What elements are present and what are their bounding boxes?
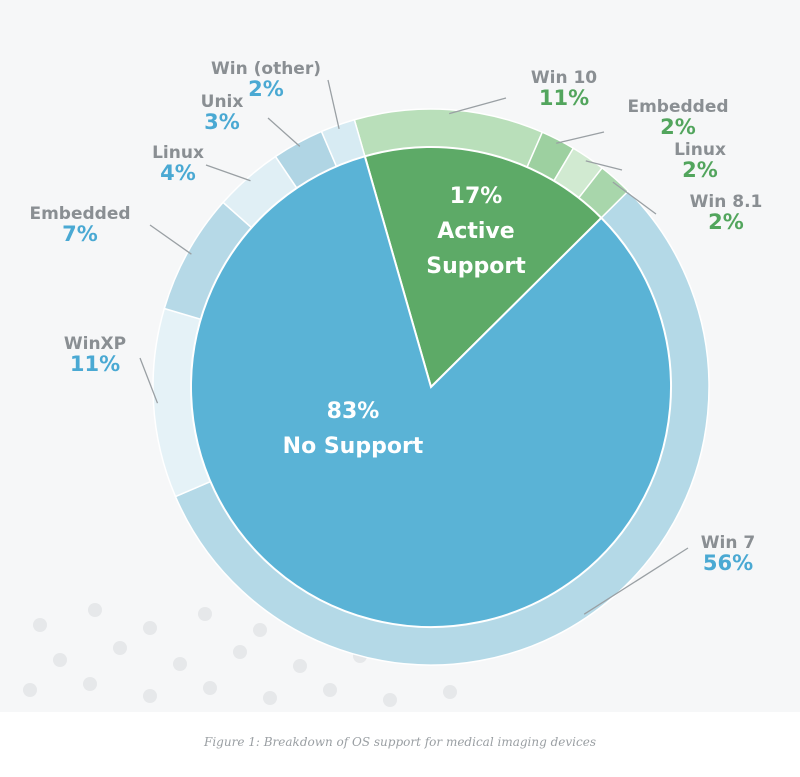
leader-line <box>612 181 657 215</box>
inner-name-label: Support <box>426 254 526 279</box>
outer-label-value: 2% <box>248 77 284 101</box>
inner-slice-no-support <box>190 155 672 628</box>
figure-caption: Figure 1: Breakdown of OS support for me… <box>203 735 596 749</box>
decorative-dot <box>88 603 102 617</box>
decorative-dot <box>83 677 97 691</box>
decorative-dot <box>233 645 247 659</box>
decorative-dot <box>253 623 267 637</box>
decorative-dot <box>263 691 277 705</box>
outer-label-value: 7% <box>62 222 98 246</box>
inner-labels: 17% Active Support 83% No Support <box>283 184 527 459</box>
outer-label-value: 11% <box>70 352 120 376</box>
leader-line <box>267 117 301 147</box>
leader-line <box>149 224 192 255</box>
leader-line <box>556 131 605 144</box>
outer-label-name: Embedded <box>627 97 728 117</box>
outer-label-name: Unix <box>201 92 244 112</box>
inner-name-label: Active <box>437 219 514 244</box>
outer-label-value: 2% <box>708 210 744 234</box>
inner-pct-label: 83% <box>327 399 380 424</box>
outer-label-name: Win 7 <box>701 533 755 553</box>
decorative-dot <box>443 685 457 699</box>
decorative-dot <box>33 618 47 632</box>
outer-label-name: Embedded <box>29 204 130 224</box>
decorative-dot <box>323 683 337 697</box>
outer-label-value: 2% <box>660 115 696 139</box>
decorative-dot <box>383 693 397 707</box>
decorative-dot <box>198 607 212 621</box>
outer-label-value: 56% <box>703 551 753 575</box>
outer-label-value: 11% <box>539 86 589 110</box>
outer-label-name: Linux <box>152 143 204 163</box>
inner-pct-label: 17% <box>450 184 503 209</box>
outer-label-value: 2% <box>682 158 718 182</box>
outer-label-name: Win (other) <box>211 59 321 79</box>
leader-line <box>583 547 689 615</box>
leader-line <box>585 160 623 171</box>
inner-name-label: No Support <box>283 434 424 459</box>
outer-label-value: 4% <box>160 161 196 185</box>
leader-line <box>205 164 251 182</box>
decorative-dot <box>23 683 37 697</box>
outer-label-name: WinXP <box>64 334 126 354</box>
outer-label-name: Linux <box>674 140 726 160</box>
outer-label-name: Win 8.1 <box>690 192 763 212</box>
leader-line <box>449 97 507 115</box>
leader-line <box>327 79 340 130</box>
inner-slice-active-support <box>363 146 603 389</box>
outer-label-value: 3% <box>204 110 240 134</box>
decorative-dot <box>173 657 187 671</box>
decorative-dot <box>143 689 157 703</box>
decorative-dot <box>143 621 157 635</box>
decorative-dot <box>293 659 307 673</box>
decorative-dot <box>203 681 217 695</box>
outer-label-name: Win 10 <box>531 68 597 88</box>
decorative-dot <box>113 641 127 655</box>
leader-line <box>139 357 159 404</box>
outer-ring <box>152 108 710 666</box>
decorative-dot <box>53 653 67 667</box>
inner-pie <box>190 146 672 628</box>
leader-lines <box>139 79 689 615</box>
